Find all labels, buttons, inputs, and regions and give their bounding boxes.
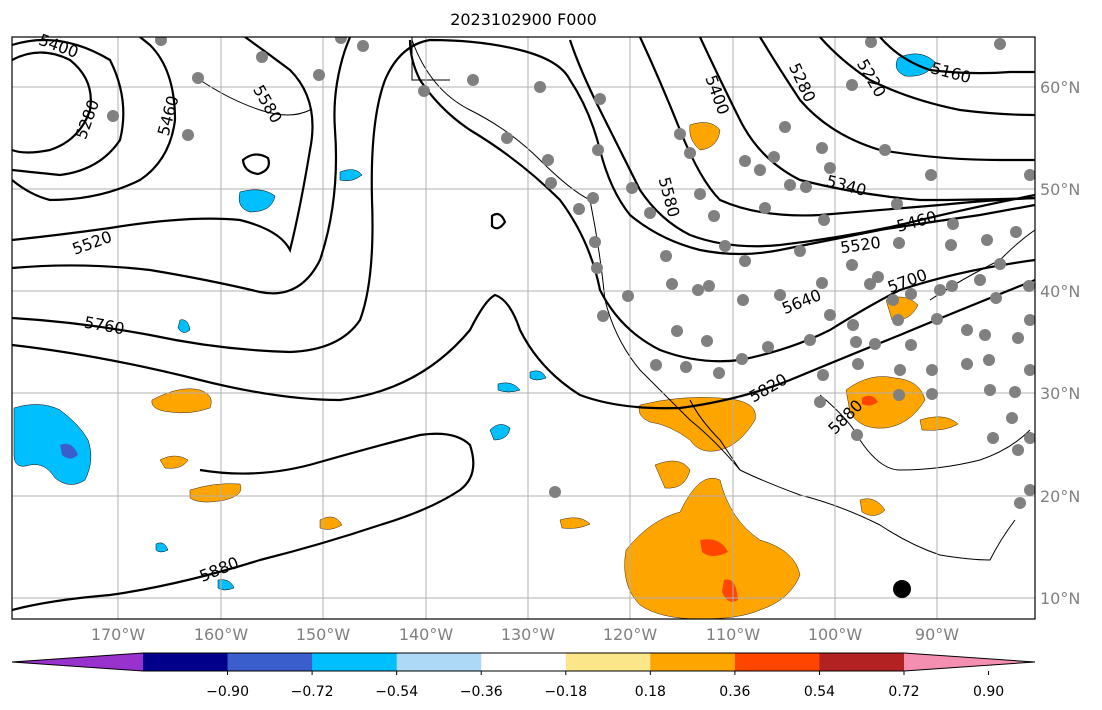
colorbar-outline xyxy=(11,652,1036,672)
colorbar-tick-label: −0.90 xyxy=(206,684,249,700)
lon-label: 140°W xyxy=(399,625,454,644)
lon-label: 150°W xyxy=(296,625,351,644)
colorbar: −0.90 −0.72 −0.54 −0.36 −0.18 0.18 0.36 0.54 0.7… xyxy=(11,652,1036,700)
colorbar-tick-label: 0.18 xyxy=(635,684,666,700)
lat-label: 40°N xyxy=(1040,282,1080,301)
colorbar-extend-low xyxy=(12,653,143,671)
colorbar-swatch xyxy=(143,653,229,671)
colorbar-swatch xyxy=(565,653,651,671)
map-border xyxy=(11,36,1036,620)
colorbar-swatch xyxy=(312,653,398,671)
lat-label: 50°N xyxy=(1040,180,1080,199)
colorbar-tick-label: −0.36 xyxy=(460,684,503,700)
lon-label: 120°W xyxy=(603,625,658,644)
colorbar-tick-label: 0.54 xyxy=(804,684,835,700)
latitude-labels: 60°N 50°N 40°N 30°N 20°N 10°N xyxy=(1040,78,1080,608)
colorbar-tick-label: −0.72 xyxy=(291,684,334,700)
station-dots xyxy=(107,37,1035,509)
map-title: 2023102900 F000 xyxy=(450,10,597,29)
lon-label: 160°W xyxy=(194,625,249,644)
colorbar-swatch xyxy=(650,653,736,671)
lat-label: 60°N xyxy=(1040,78,1080,97)
negative-shading xyxy=(13,53,936,591)
colorbar-tick-label: −0.54 xyxy=(375,684,418,700)
graticule xyxy=(12,37,1035,619)
colorbar-swatch xyxy=(734,653,820,671)
colorbar-tick-label: −0.18 xyxy=(544,684,587,700)
lat-label: 10°N xyxy=(1040,589,1080,608)
lon-label: 170°W xyxy=(91,625,146,644)
lon-label: 110°W xyxy=(706,625,761,644)
lat-label: 30°N xyxy=(1040,384,1080,403)
longitude-labels: 170°W 160°W 150°W 140°W 130°W 120°W 110°… xyxy=(91,625,959,644)
colorbar-tick-label: 0.72 xyxy=(888,684,919,700)
lon-label: 130°W xyxy=(501,625,556,644)
lon-label: 90°W xyxy=(915,625,959,644)
tropical-system-marker xyxy=(893,580,911,598)
lon-label: 100°W xyxy=(808,625,863,644)
colorbar-swatch xyxy=(227,653,313,671)
colorbar-tick-label: 0.36 xyxy=(719,684,750,700)
colorbar-swatch xyxy=(819,653,905,671)
lat-label: 20°N xyxy=(1040,487,1080,506)
colorbar-swatch xyxy=(396,653,482,671)
colorbar-swatch xyxy=(481,653,567,671)
colorbar-extend-high xyxy=(904,653,1035,671)
colorbar-tick-label: 0.90 xyxy=(973,684,1004,700)
positive-shading xyxy=(151,122,959,619)
